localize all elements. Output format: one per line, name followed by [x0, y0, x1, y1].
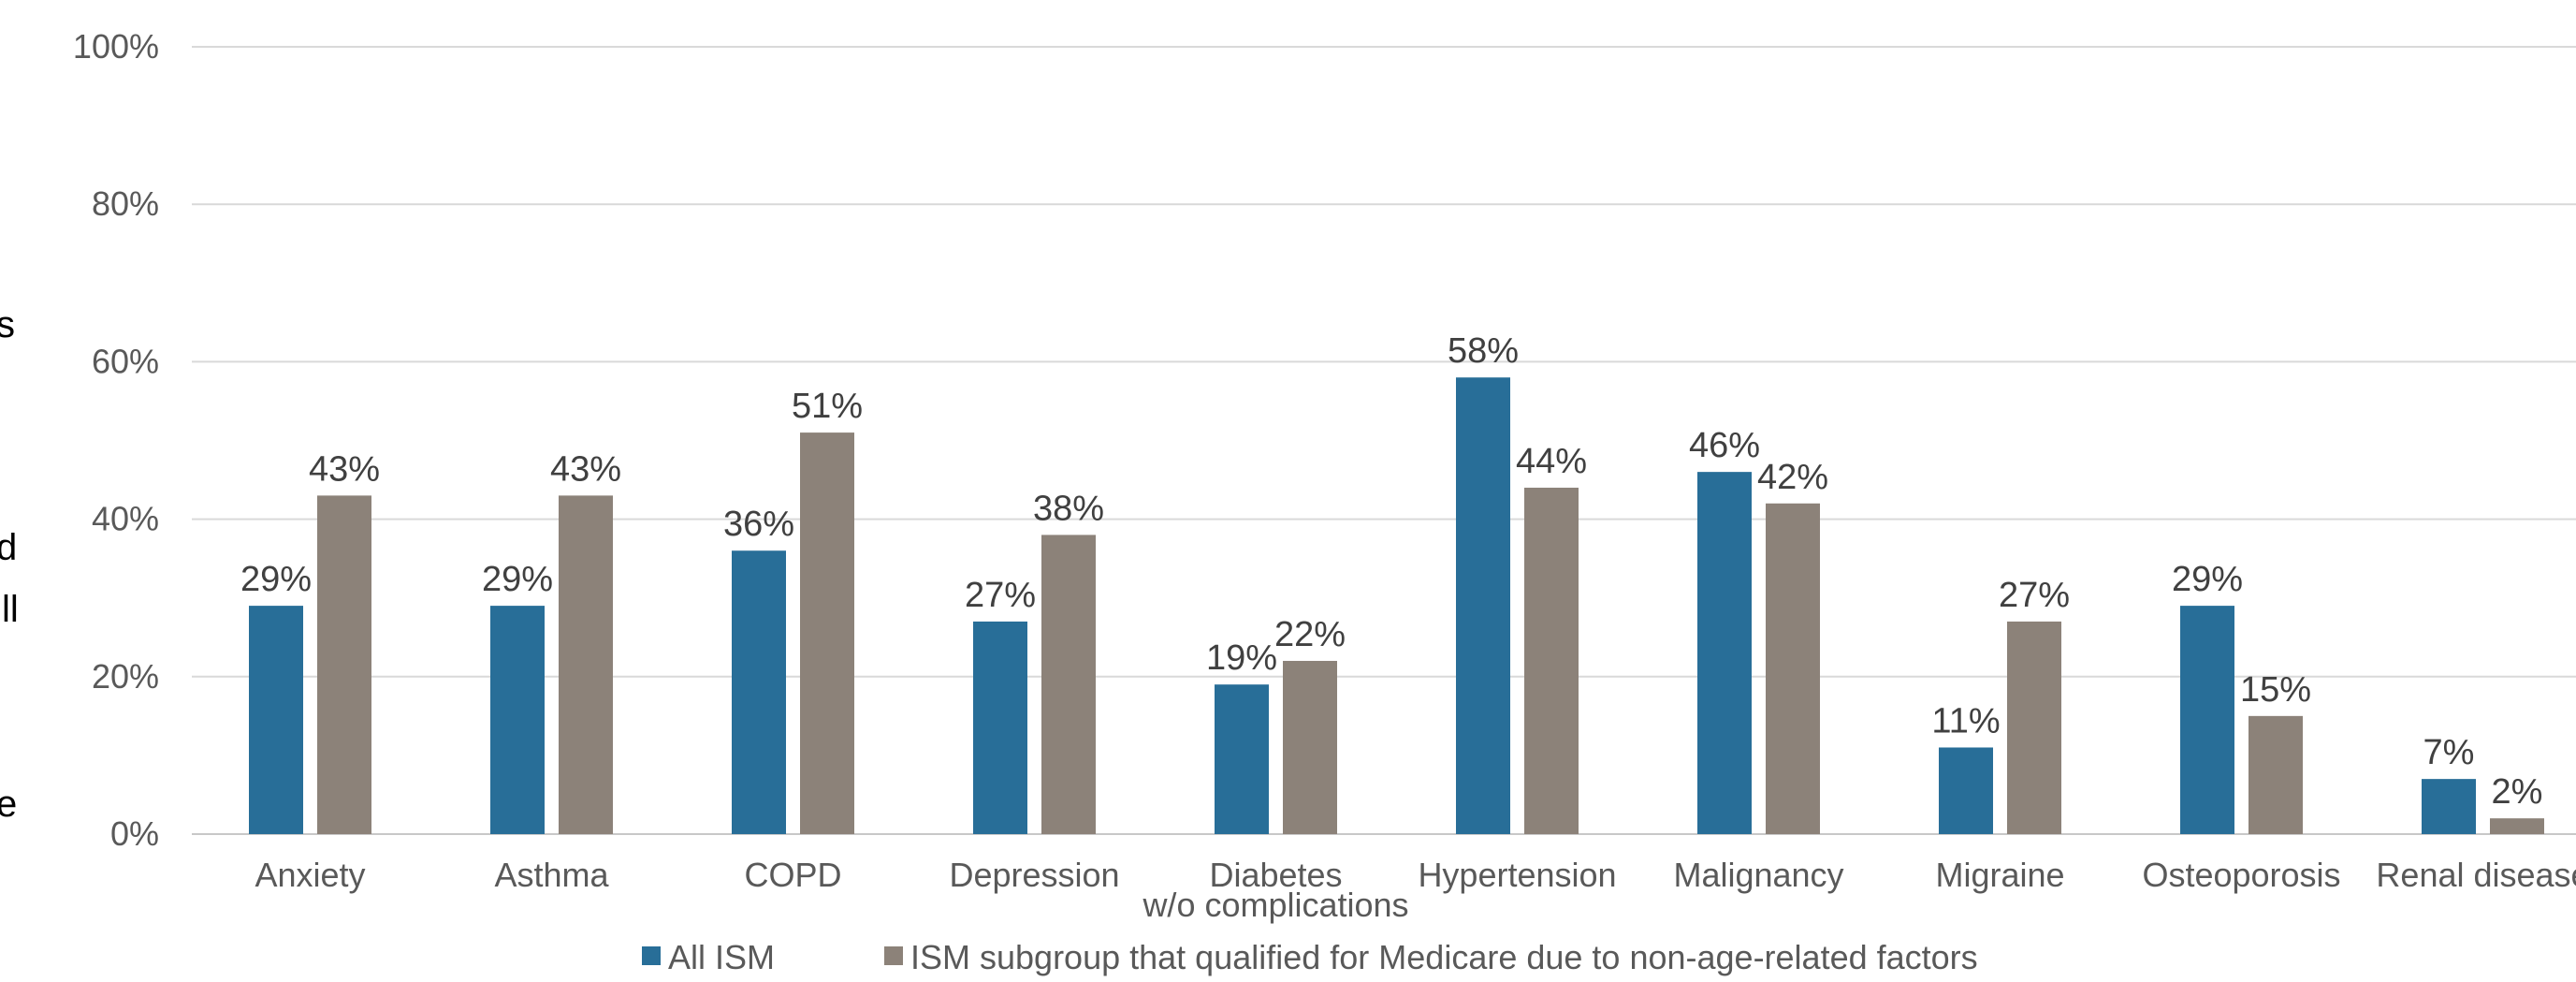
category-label: w/o complications	[1142, 886, 1408, 924]
edge-text-fragment: ll	[2, 589, 19, 630]
data-label: 42%	[1757, 458, 1828, 497]
y-tick-label: 100%	[73, 27, 159, 66]
data-label: 15%	[2240, 670, 2311, 710]
bar-subgroup	[2007, 621, 2061, 834]
edge-text-fragment: e	[0, 784, 17, 825]
category-label: Hypertension	[1418, 856, 1616, 894]
y-tick-label: 0%	[110, 814, 159, 853]
edge-text-fragment: d	[0, 527, 17, 568]
data-label: 43%	[309, 449, 380, 489]
legend: All ISM ISM subgroup that qualified for M…	[642, 938, 1978, 976]
bar-all-ism	[732, 550, 786, 834]
data-label: 46%	[1689, 426, 1760, 465]
category-label: Renal disease	[2376, 856, 2576, 894]
legend-swatch	[642, 946, 661, 965]
legend-label: All ISM	[668, 938, 775, 976]
data-label: 44%	[1516, 442, 1587, 481]
category-label: Osteoporosis	[2142, 856, 2340, 894]
bar-subgroup	[559, 495, 613, 834]
bar-all-ism	[249, 606, 303, 834]
bar-all-ism	[490, 606, 545, 834]
category-label: Anxiety	[255, 856, 365, 894]
data-label: 27%	[1999, 576, 2070, 615]
data-label: 51%	[792, 387, 863, 426]
category-label: Migraine	[1935, 856, 2064, 894]
data-label: 2%	[2492, 772, 2543, 812]
data-label: 58%	[1448, 331, 1519, 371]
bar-subgroup	[2490, 818, 2544, 834]
category-label: Malignancy	[1673, 856, 1843, 894]
bar-all-ism	[1456, 377, 1510, 834]
legend-label: ISM subgroup that qualified for Medicare…	[910, 938, 1978, 976]
data-label: 38%	[1033, 489, 1104, 528]
bar-all-ism	[973, 621, 1027, 834]
bar-all-ism	[2180, 606, 2234, 834]
bar-subgroup	[800, 432, 854, 834]
y-tick-label: 60%	[92, 342, 159, 380]
bar-subgroup	[1283, 660, 1337, 834]
bar-all-ism	[2422, 779, 2476, 834]
bar-subgroup	[2249, 715, 2303, 834]
y-tick-label: 20%	[92, 657, 159, 696]
data-label: 7%	[2423, 733, 2475, 772]
bar-subgroup	[317, 495, 371, 834]
data-label: 27%	[965, 576, 1036, 615]
data-label: 19%	[1206, 638, 1277, 678]
data-label: 36%	[723, 505, 794, 544]
data-label: 29%	[482, 560, 553, 599]
bar-subgroup	[1041, 535, 1096, 834]
data-label: 22%	[1274, 615, 1346, 654]
y-tick-label: 80%	[92, 184, 159, 223]
data-label: 43%	[550, 449, 621, 489]
data-label: 29%	[2172, 560, 2243, 599]
data-label: 11%	[1931, 701, 2000, 740]
y-axis: 0% 20% 40% 60% 80% 100%	[73, 27, 159, 853]
data-label: 29%	[240, 560, 312, 599]
bar-all-ism	[1939, 747, 1993, 834]
bars: 29% 29% 36% 27% 19% 58% 46% 11% 29% 7% 43% 43% 51% 38…	[240, 331, 2544, 834]
category-label: Depression	[949, 856, 1119, 894]
category-label: Diabetes	[1209, 856, 1342, 894]
bar-subgroup	[1766, 503, 1820, 834]
category-label: COPD	[744, 856, 841, 894]
y-tick-label: 40%	[92, 500, 159, 538]
bar-all-ism	[1697, 472, 1752, 834]
category-label: Asthma	[494, 856, 609, 894]
bar-subgroup	[1524, 487, 1579, 834]
left-edge-text-fragments: s d ll e	[0, 304, 19, 825]
edge-text-fragment: s	[0, 304, 15, 345]
bar-all-ism	[1215, 684, 1269, 834]
legend-swatch	[884, 946, 903, 965]
